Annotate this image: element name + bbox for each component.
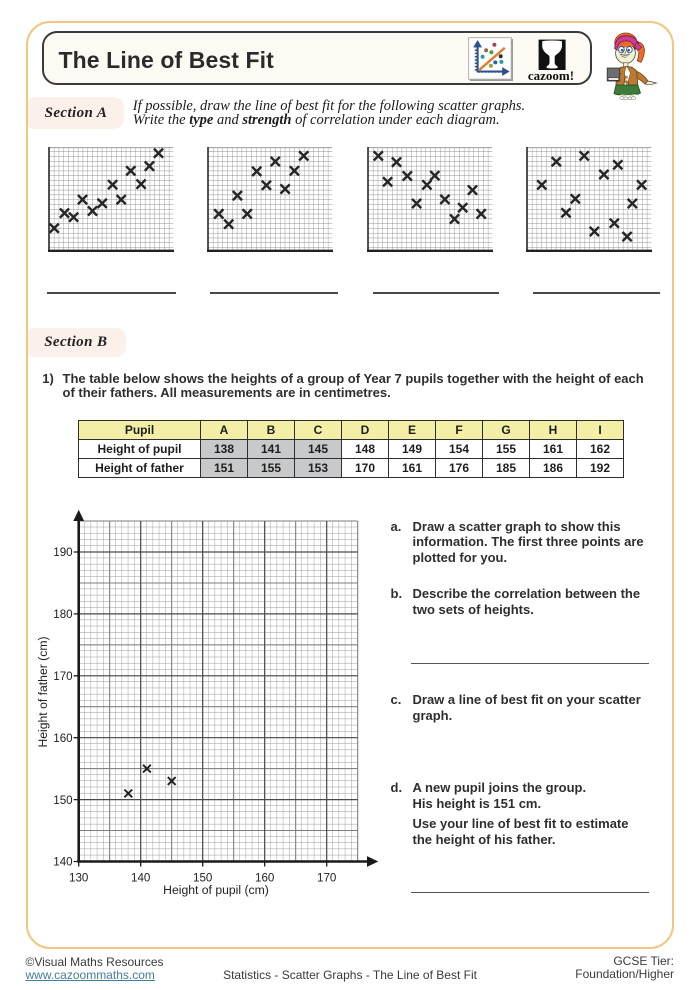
svg-text:Height of father (cm): Height of father (cm)	[36, 636, 50, 747]
svg-text:Height of pupil (cm): Height of pupil (cm)	[163, 883, 269, 897]
svg-text:170: 170	[53, 670, 72, 683]
svg-text:150: 150	[193, 871, 212, 884]
svg-text:180: 180	[53, 608, 72, 621]
svg-text:140: 140	[53, 856, 72, 869]
svg-text:150: 150	[53, 794, 72, 807]
svg-text:190: 190	[53, 546, 72, 559]
svg-text:130: 130	[69, 871, 88, 884]
svg-text:140: 140	[131, 871, 150, 884]
svg-text:160: 160	[255, 871, 274, 884]
svg-text:160: 160	[53, 732, 72, 745]
svg-text:170: 170	[317, 871, 336, 884]
